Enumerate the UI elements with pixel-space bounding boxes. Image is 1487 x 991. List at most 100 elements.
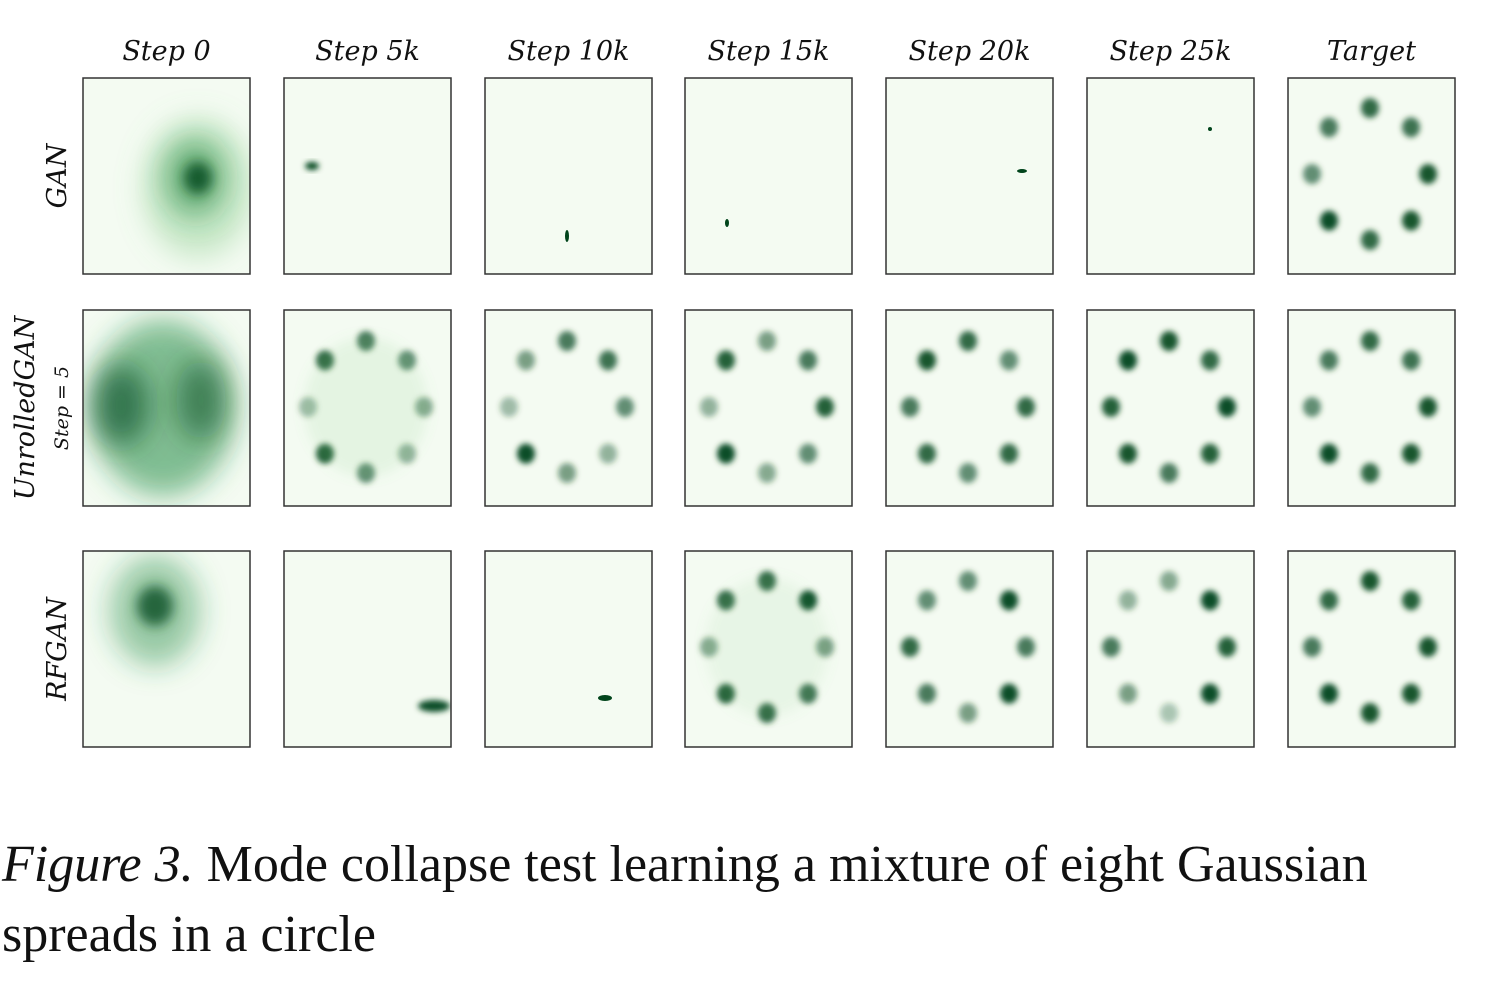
density-blob	[1017, 397, 1035, 417]
density	[1102, 331, 1236, 483]
density-blob	[1208, 127, 1212, 131]
caption: Figure 3. Mode collapse test learning a …	[2, 830, 1482, 970]
density-blob	[1118, 683, 1137, 704]
density-blob	[1361, 463, 1379, 483]
density-blob	[1319, 590, 1338, 611]
density-panel	[885, 77, 1054, 275]
density-blob	[959, 331, 977, 351]
density-blob	[304, 337, 428, 477]
density	[143, 118, 250, 258]
row-label: UnrolledGAN	[10, 314, 41, 500]
panel-frame	[684, 309, 853, 507]
panel-frame	[82, 550, 251, 748]
panel-frame	[484, 550, 653, 748]
density-blob	[1201, 683, 1220, 704]
density-blob	[184, 162, 212, 194]
panel-frame	[1086, 550, 1255, 748]
density-blob	[1361, 230, 1379, 250]
density-blob	[705, 577, 829, 717]
panel-frame	[82, 77, 251, 275]
density-blob	[1017, 637, 1035, 657]
row-sublabel: Step = 5	[51, 366, 73, 450]
density	[1208, 127, 1212, 131]
column-header: Step 10k	[508, 36, 630, 67]
density-blob	[1319, 683, 1338, 704]
density-blob	[758, 463, 776, 483]
column-header: Step 0	[122, 36, 210, 67]
panel-bg	[284, 78, 451, 274]
density-blob	[1319, 443, 1338, 464]
density-blob	[959, 463, 977, 483]
density-blob	[1201, 443, 1220, 464]
density	[418, 700, 450, 712]
density-blob	[799, 443, 818, 464]
density-blob	[516, 350, 535, 371]
density-blob	[799, 350, 818, 371]
density-panel	[1086, 309, 1255, 507]
density-blob	[1000, 683, 1019, 704]
density-blob	[137, 586, 173, 626]
density	[110, 556, 200, 666]
density-blob	[599, 443, 618, 464]
density-blob	[1361, 703, 1379, 723]
density-panel	[1287, 309, 1456, 507]
density-blob	[1000, 443, 1019, 464]
density-panel	[283, 309, 452, 507]
density	[1303, 571, 1437, 723]
panel-frame	[885, 550, 1054, 748]
panel-bg	[685, 78, 852, 274]
panel-frame	[1287, 77, 1456, 275]
panel-bg	[485, 78, 652, 274]
density-blob	[1218, 397, 1236, 417]
density-panel	[1287, 550, 1456, 748]
density	[700, 331, 834, 483]
density-panel	[684, 309, 853, 507]
density-panel	[885, 309, 1054, 507]
panel-frame	[684, 77, 853, 275]
density-blob	[616, 397, 634, 417]
density-blob	[1160, 331, 1178, 351]
column-header: Target	[1327, 36, 1416, 67]
row-label: RFGAN	[42, 596, 73, 702]
density-blob	[1402, 590, 1421, 611]
density-blob	[1319, 117, 1338, 138]
density	[500, 331, 634, 483]
density-blob	[716, 443, 735, 464]
density	[565, 230, 569, 242]
density-blob	[558, 463, 576, 483]
density-blob	[1118, 590, 1137, 611]
density-blob	[176, 360, 226, 440]
density-blob	[1201, 350, 1220, 371]
density-blob	[1017, 169, 1027, 173]
panel-frame	[283, 77, 452, 275]
density-blob	[516, 443, 535, 464]
density-panel	[1086, 550, 1255, 748]
density-panel	[484, 77, 653, 275]
density-blob	[1402, 683, 1421, 704]
density-blob	[1361, 98, 1379, 118]
density-blob	[1419, 397, 1437, 417]
column-header: Step 15k	[708, 36, 830, 67]
density	[1102, 571, 1236, 723]
density-blob	[1402, 117, 1421, 138]
density-panel	[684, 550, 853, 748]
density-blob	[1303, 164, 1321, 184]
density	[901, 571, 1035, 723]
density-blob	[816, 397, 834, 417]
caption-text: Mode collapse test learning a mixture of…	[2, 836, 1368, 963]
density	[901, 331, 1035, 483]
density-blob	[565, 230, 569, 242]
caption-label: Figure 3.	[2, 836, 194, 893]
figure: Step 0 Step 5k Step 10k Step 15k Step 20k Ste…	[10, 36, 1456, 748]
density	[598, 695, 612, 701]
density-panel	[82, 550, 251, 748]
density-blob	[1000, 350, 1019, 371]
density-blob	[1419, 637, 1437, 657]
density-blob	[716, 350, 735, 371]
density-blob	[598, 695, 612, 701]
row-label: GAN	[42, 142, 73, 208]
density-blob	[1361, 571, 1379, 591]
density-blob	[1201, 590, 1220, 611]
density-blob	[1419, 164, 1437, 184]
